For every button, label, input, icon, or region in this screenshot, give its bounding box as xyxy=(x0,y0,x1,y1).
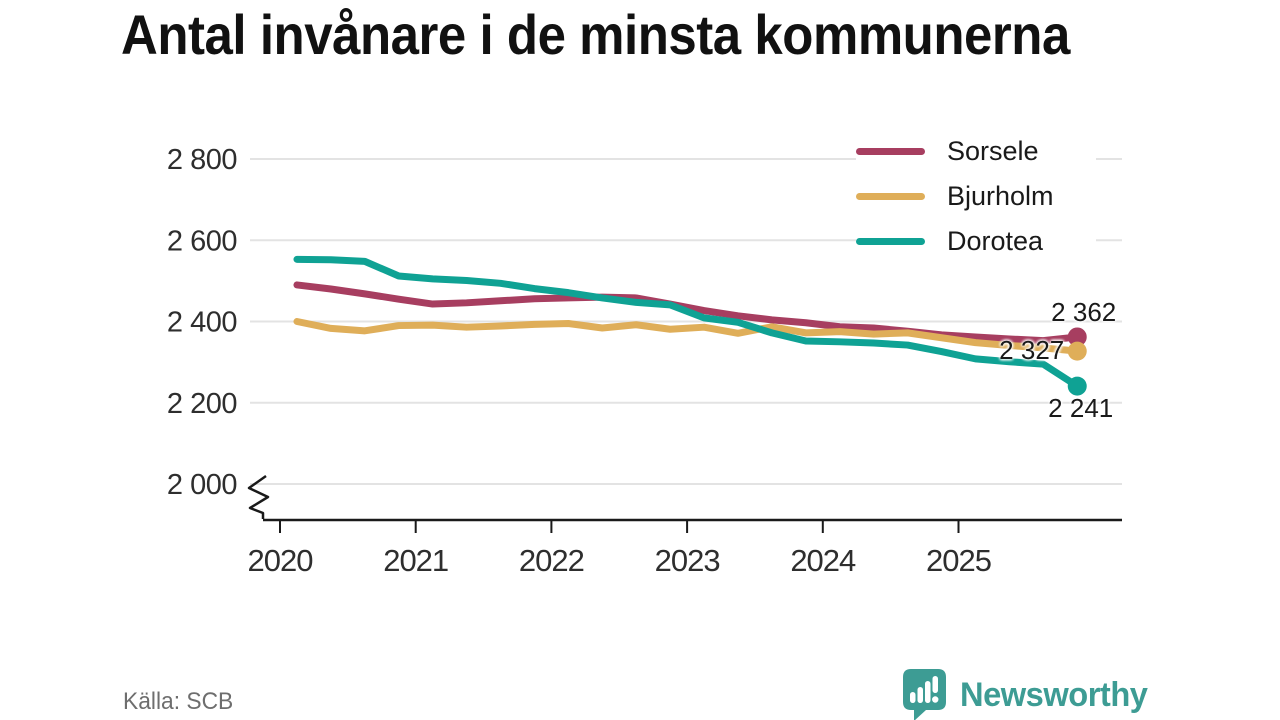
source-label: Källa: SCB xyxy=(123,688,234,715)
y-axis-tick-label: 2 600 xyxy=(167,225,237,257)
value-label-bjurholm: 2 327 xyxy=(999,335,1065,366)
legend-label: Sorsele xyxy=(947,135,1039,166)
x-axis-tick-label: 2025 xyxy=(926,543,991,578)
x-axis-tick-label: 2024 xyxy=(790,543,856,578)
series-endpoint-bjurholm xyxy=(1067,341,1087,361)
value-label-dorotea: 2 241 xyxy=(1048,393,1114,424)
series-endpoint-sorsele xyxy=(1067,327,1087,347)
legend-swatch-bjurholm xyxy=(856,192,925,200)
x-axis-tick-label: 2022 xyxy=(519,543,584,578)
x-axis-tick-label: 2020 xyxy=(248,543,314,578)
legend-item-dorotea: Dorotea xyxy=(856,221,1096,261)
legend-swatch-dorotea xyxy=(856,237,925,245)
legend-swatch-sorsele xyxy=(856,147,925,155)
newsworthy-logo: Newsworthy xyxy=(902,668,1155,720)
legend-item-sorsele: Sorsele xyxy=(856,131,1096,171)
y-axis-tick-label: 2 800 xyxy=(167,144,237,176)
x-axis-tick-label: 2021 xyxy=(383,543,448,578)
legend-label: Dorotea xyxy=(947,225,1044,256)
newsworthy-wordmark: Newsworthy xyxy=(960,675,1148,714)
page-title: Antal invånare i de minsta kommunerna xyxy=(121,3,1070,66)
line-chart: 2 800 2 600 2 400 2 200 2 000 2020 2021 2022 202… xyxy=(167,144,1122,578)
series-endpoint-dorotea xyxy=(1067,376,1087,396)
y-axis-tick-label: 2 400 xyxy=(167,307,237,339)
legend: Sorsele Bjurholm Dorotea xyxy=(856,129,1096,263)
x-axis-tick-label: 2023 xyxy=(655,543,720,578)
series-line-bjurholm xyxy=(293,318,1081,355)
series-line-dorotea xyxy=(293,255,1081,390)
legend-item-bjurholm: Bjurholm xyxy=(856,176,1096,216)
legend-label: Bjurholm xyxy=(947,180,1054,211)
newsworthy-icon xyxy=(903,669,946,720)
y-axis-break-zigzag xyxy=(247,474,270,519)
y-axis-tick-label: 2 000 xyxy=(167,469,237,501)
y-axis-tick-label: 2 200 xyxy=(167,388,237,420)
value-label-sorsele: 2 362 xyxy=(1051,296,1117,327)
